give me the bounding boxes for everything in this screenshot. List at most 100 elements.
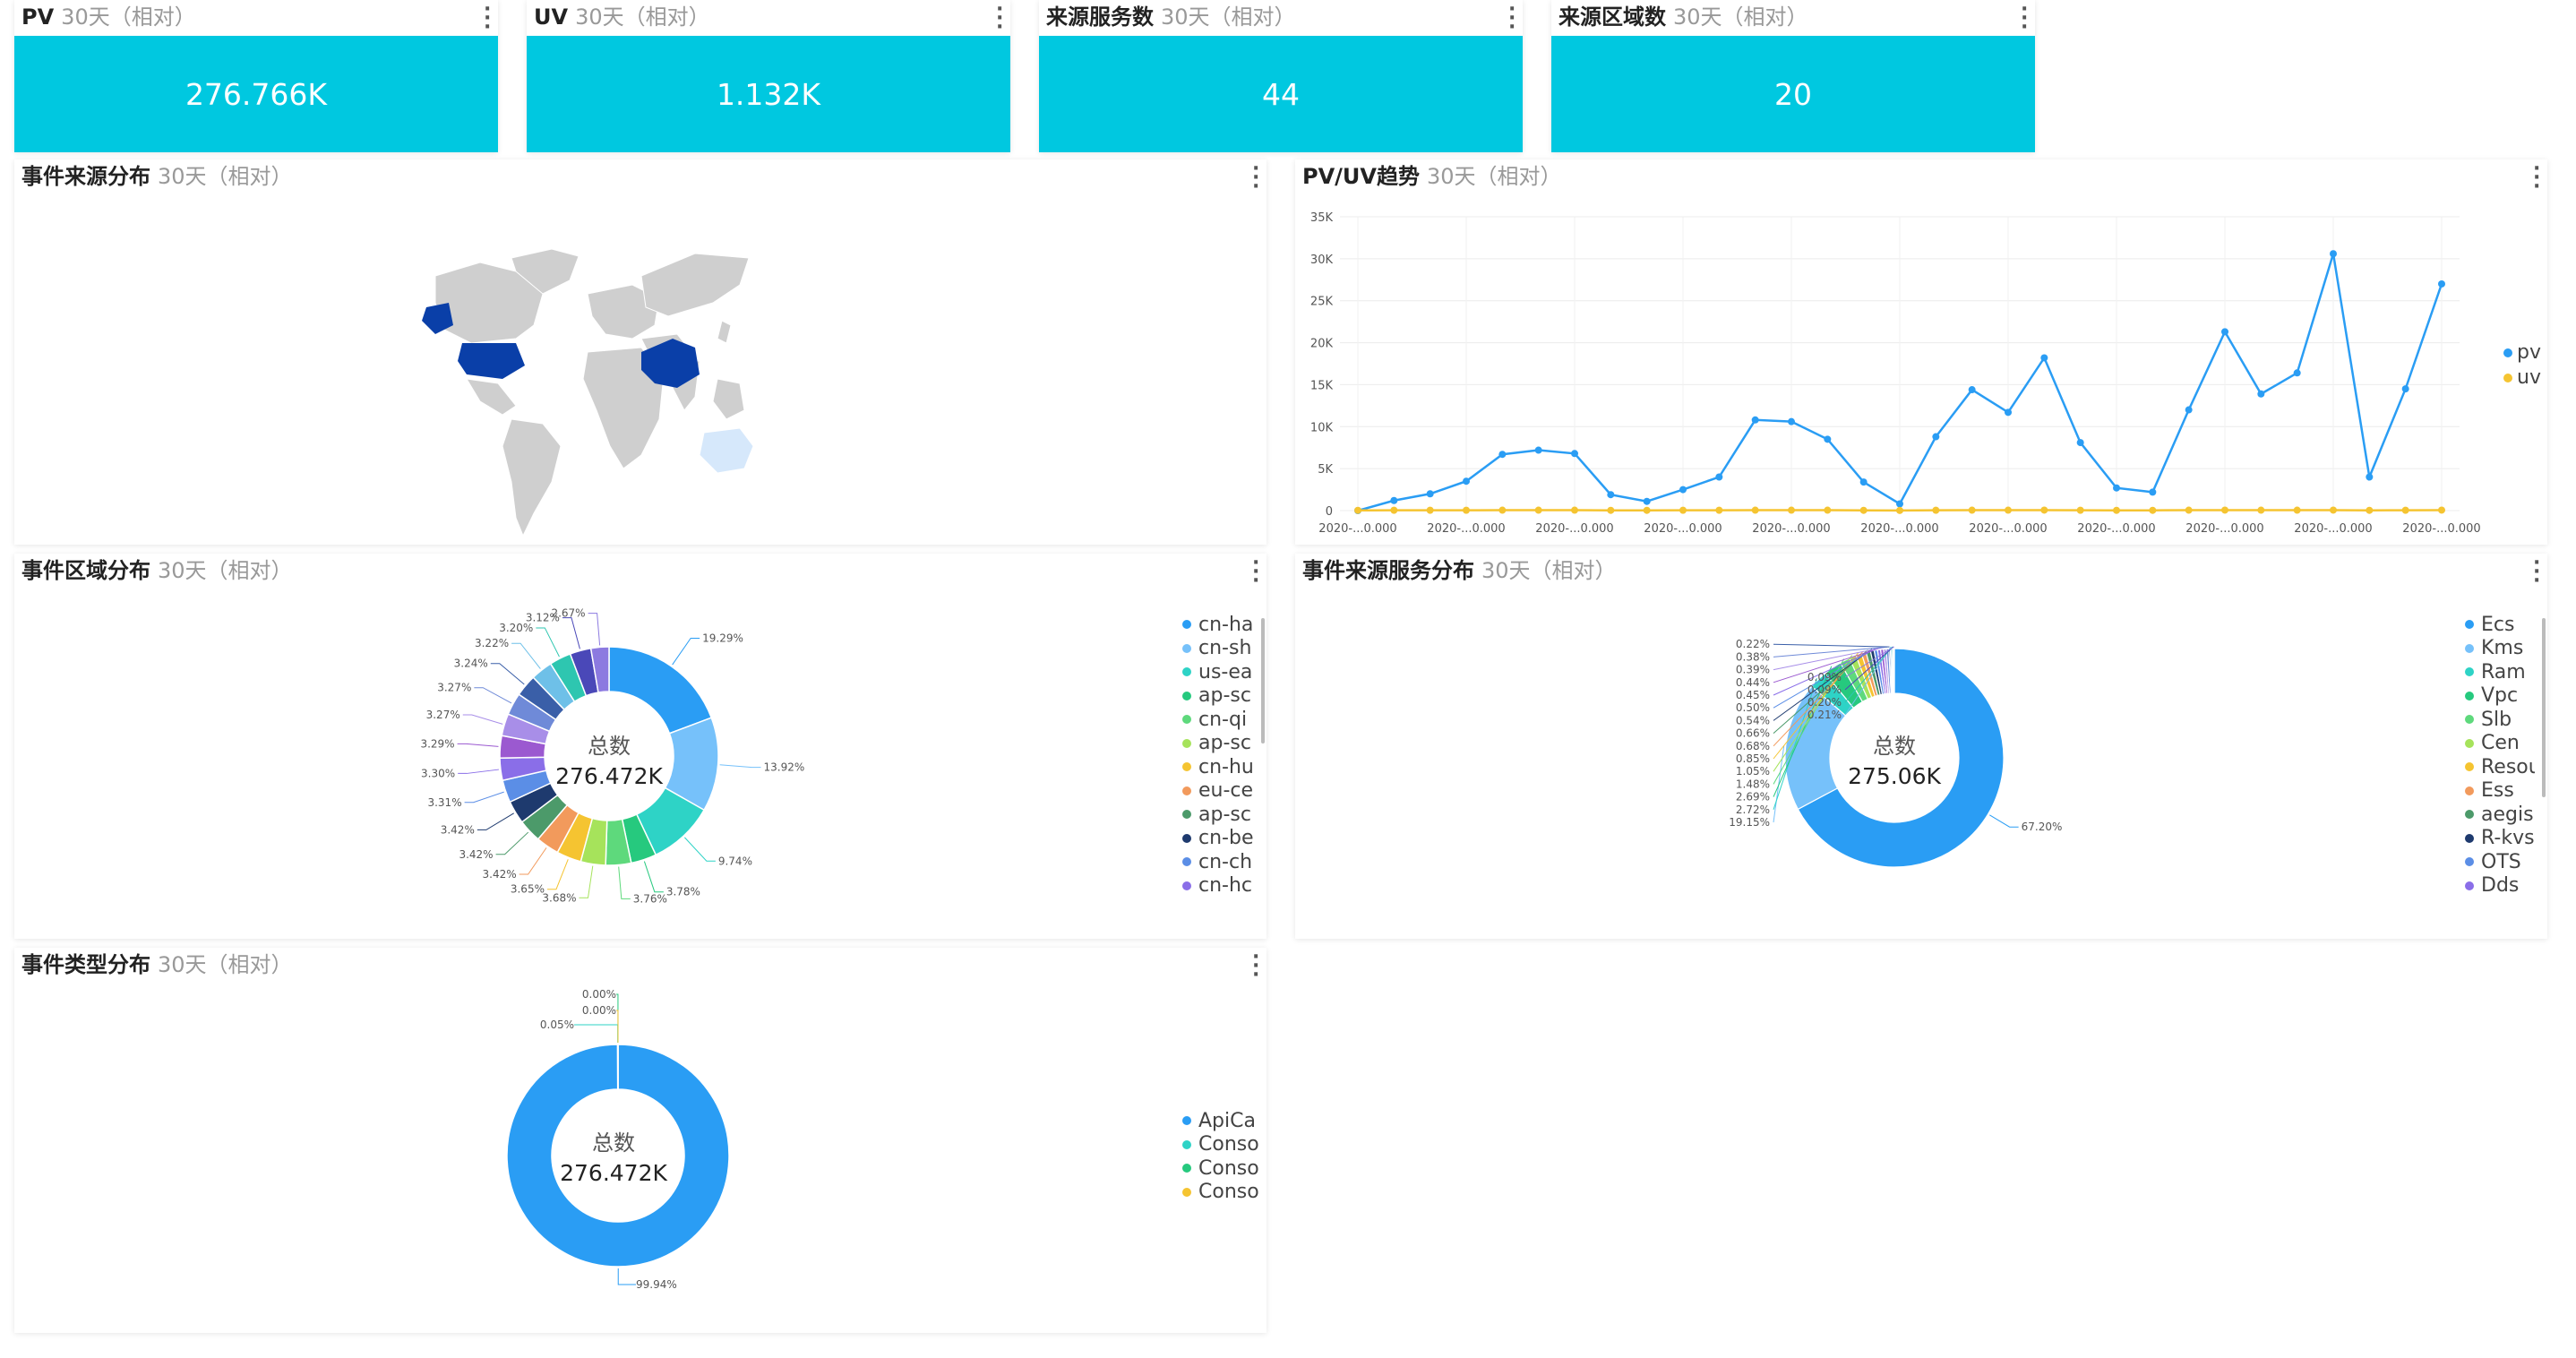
- region-donut-chart[interactable]: 19.29% 13.92% 9.74% 3.78%3.76% 3.68%3.65% 3.4…: [14, 554, 1143, 939]
- more-menu-icon[interactable]: · · ·: [2533, 158, 2541, 198]
- label-leader-line: [1773, 647, 1879, 696]
- legend-item[interactable]: cn-be: [1182, 827, 1261, 851]
- legend-item[interactable]: Ess: [2465, 779, 2535, 804]
- slice-label: 3.30%: [421, 767, 455, 779]
- legend-item[interactable]: ap-sc: [1182, 732, 1261, 756]
- more-menu-icon[interactable]: · · ·: [2021, 0, 2029, 39]
- data-point-uv: [2293, 506, 2301, 514]
- slice-label: 1.48%: [1736, 778, 1770, 790]
- slice-label: 0.50%: [1736, 701, 1770, 714]
- legend-item[interactable]: eu-ce: [1182, 779, 1261, 804]
- data-point-uv: [2401, 506, 2409, 514]
- legend-dot: [2465, 643, 2474, 653]
- legend-item[interactable]: Ecs: [2465, 613, 2535, 637]
- legend-item[interactable]: cn-hc: [1182, 874, 1261, 898]
- data-point-pv: [1643, 497, 1651, 505]
- service-donut-chart[interactable]: 67.20%19.15%2.72%2.69%1.48%1.05%0.85%0.6…: [1295, 554, 2424, 939]
- data-point-uv: [1859, 506, 1868, 514]
- data-point-pv: [2366, 473, 2374, 481]
- world-map[interactable]: [14, 159, 1267, 545]
- kpi-regions-card: 来源区域数 30天（相对） · · · 20: [1551, 0, 2035, 152]
- legend-item[interactable]: Conso: [1182, 1133, 1268, 1157]
- legend-label: Slb: [2481, 708, 2512, 731]
- label-leader-line: [477, 812, 514, 830]
- legend-dot: [2465, 738, 2474, 748]
- legend-dot: [1182, 857, 1191, 867]
- slice-label: 0.09%: [1807, 683, 1842, 696]
- legend-dot: [1182, 715, 1191, 725]
- legend-item[interactable]: Resou: [2465, 755, 2535, 779]
- panel-title: 事件类型分布 30天（相对）: [21, 952, 293, 977]
- label-leader-line: [495, 831, 529, 855]
- legend-item[interactable]: cn-sh: [1182, 637, 1261, 661]
- legend-item[interactable]: us-ea: [1182, 660, 1261, 684]
- data-point-pv: [2221, 328, 2228, 336]
- slice-label: 3.22%: [475, 637, 509, 649]
- x-tick-label: 2020-...0.000: [1318, 522, 1396, 536]
- more-menu-icon[interactable]: · · ·: [2533, 552, 2541, 592]
- legend-item[interactable]: Ram: [2465, 660, 2535, 684]
- donut-slice: [506, 1044, 730, 1268]
- x-tick-label: 2020-...0.000: [1644, 522, 1722, 536]
- data-point-pv: [1571, 450, 1578, 458]
- slice-label: 0.09%: [1807, 671, 1842, 683]
- more-menu-icon[interactable]: · · ·: [1252, 158, 1260, 198]
- more-menu-icon[interactable]: · · ·: [1252, 946, 1260, 986]
- y-tick-label: 25K: [1310, 296, 1334, 309]
- legend-item[interactable]: ap-sc: [1182, 684, 1261, 709]
- data-point-pv: [1426, 490, 1434, 498]
- data-point-uv: [1751, 506, 1759, 514]
- kpi-pv-card: PV 30天（相对） · · · 276.766K: [14, 0, 498, 152]
- legend-label: Cen: [2481, 732, 2520, 755]
- legend-item[interactable]: Kms: [2465, 637, 2535, 661]
- data-point-pv: [2330, 250, 2337, 258]
- slice-label: 0.00%: [582, 988, 616, 1001]
- legend-label: Vpc: [2481, 684, 2519, 708]
- legend-item[interactable]: R-kvs: [2465, 827, 2535, 851]
- x-tick-label: 2020-...0.000: [2402, 522, 2480, 536]
- legend-item[interactable]: Cen: [2465, 732, 2535, 756]
- legend-item[interactable]: cn-qi: [1182, 708, 1261, 732]
- legend-dot: [1182, 691, 1191, 700]
- slice-label: 0.05%: [540, 1018, 574, 1031]
- legend-item[interactable]: ApiCa: [1182, 1109, 1268, 1133]
- slice-label: 3.76%: [633, 892, 667, 905]
- legend-label: R-kvs: [2481, 827, 2535, 850]
- legend-scrollbar[interactable]: [1261, 618, 1265, 743]
- legend-label: cn-ch: [1198, 850, 1253, 873]
- legend-item[interactable]: Dds: [2465, 874, 2535, 898]
- data-point-uv: [1463, 506, 1470, 514]
- legend-dot: [1182, 1116, 1191, 1126]
- event-type-donut-chart[interactable]: 99.94% 0.05% 0.00% 0.00%: [14, 948, 1143, 1333]
- legend-item[interactable]: Conso: [1182, 1156, 1268, 1181]
- more-menu-icon[interactable]: · · ·: [996, 0, 1004, 39]
- kpi-uv-value: 1.132K: [527, 36, 1010, 152]
- legend-item[interactable]: Vpc: [2465, 684, 2535, 709]
- slice-label: 2.69%: [1736, 791, 1770, 804]
- legend-item[interactable]: cn-ha: [1182, 613, 1261, 637]
- data-point-uv: [1571, 506, 1578, 514]
- legend-item[interactable]: Slb: [2465, 708, 2535, 732]
- legend-item[interactable]: OTS: [2465, 850, 2535, 874]
- legend-item[interactable]: cn-ch: [1182, 850, 1261, 874]
- more-menu-icon[interactable]: · · ·: [1252, 552, 1260, 592]
- panel-title: 事件来源分布 30天（相对）: [21, 164, 293, 189]
- legend-dot: [2465, 857, 2474, 867]
- legend-item[interactable]: ap-sc: [1182, 803, 1261, 827]
- service-legend: Ecs Kms Ram Vpc Slb Cen Resou Ess aegis R-kvs OTS D…: [2465, 613, 2535, 907]
- data-point-uv: [2076, 506, 2084, 514]
- more-menu-icon[interactable]: · · ·: [1508, 0, 1516, 39]
- data-point-uv: [1715, 506, 1723, 514]
- donut-center-label: 总数 276.472K: [560, 1130, 667, 1186]
- legend-item[interactable]: cn-hu: [1182, 755, 1261, 779]
- region-legend: cn-ha cn-sh us-ea ap-sc cn-qi ap-sc cn-hu eu-ce…: [1182, 613, 1261, 907]
- pv-uv-line-chart[interactable]: 0 5K 10K 15K 20K 25K 30K 35K 2020-...0.000 2020-.…: [1295, 159, 2547, 545]
- legend-label: ap-sc: [1198, 684, 1251, 708]
- legend-dot: [2465, 833, 2474, 843]
- more-menu-icon[interactable]: · · ·: [484, 0, 492, 39]
- legend-item[interactable]: aegis: [2465, 803, 2535, 827]
- legend-scrollbar[interactable]: [2542, 618, 2546, 797]
- slice-label: 3.24%: [454, 658, 488, 670]
- legend-label: Conso: [1198, 1133, 1259, 1156]
- legend-item[interactable]: Conso: [1182, 1181, 1268, 1205]
